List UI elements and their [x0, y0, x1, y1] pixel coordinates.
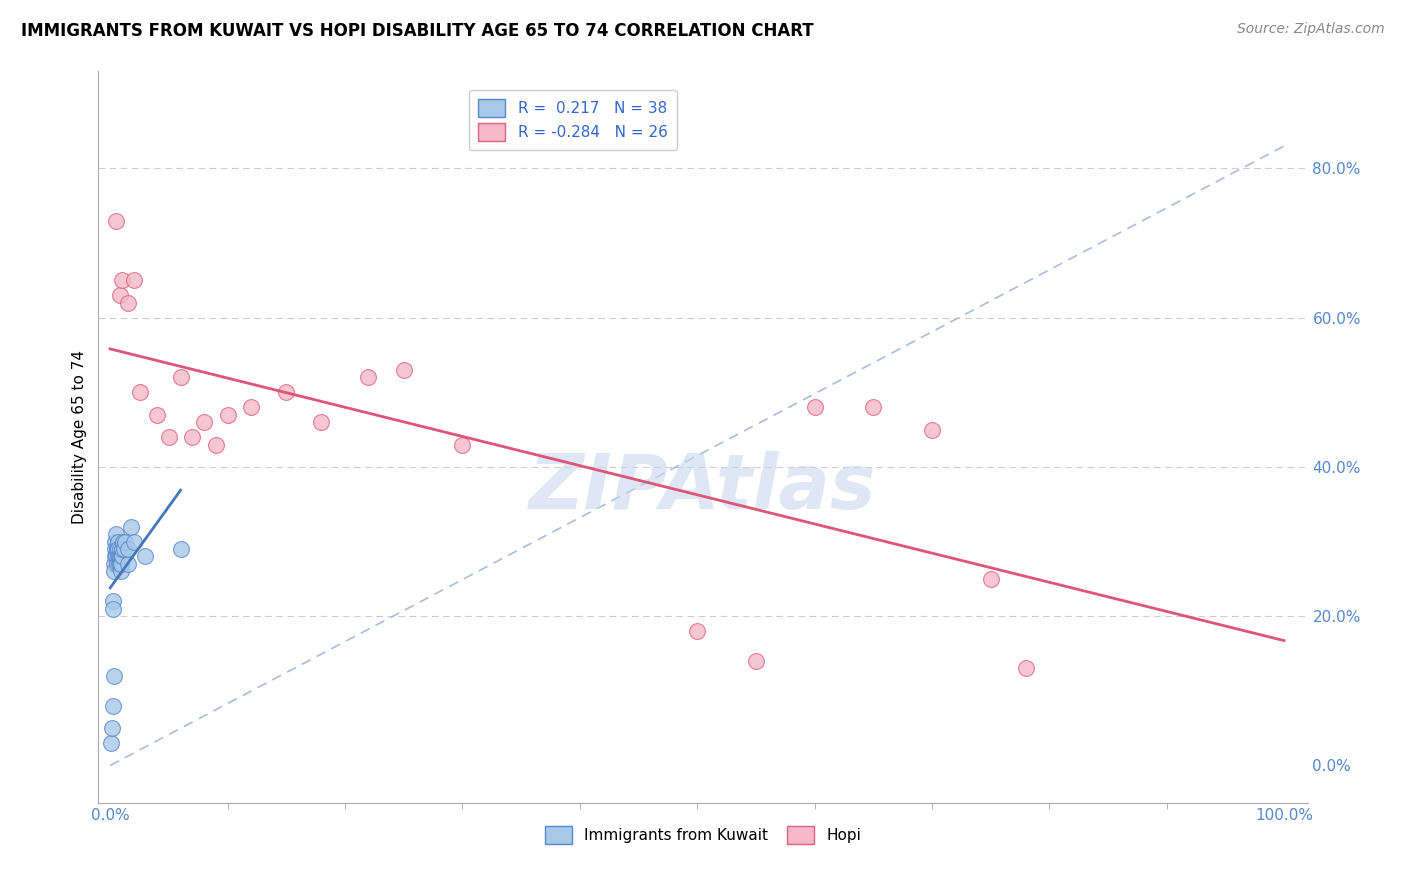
Point — [105, 527, 128, 541]
Point — [146, 408, 169, 422]
Point — [117, 557, 139, 571]
Point — [105, 542, 128, 557]
Point — [105, 213, 128, 227]
Point — [114, 534, 136, 549]
Point — [128, 385, 150, 400]
Point — [122, 273, 145, 287]
Point — [101, 698, 124, 713]
Point — [311, 415, 333, 429]
Point — [111, 542, 134, 557]
Point — [451, 437, 474, 451]
Point — [686, 624, 709, 639]
Point — [169, 370, 191, 384]
Point — [110, 549, 132, 564]
Text: IMMIGRANTS FROM KUWAIT VS HOPI DISABILITY AGE 65 TO 74 CORRELATION CHART: IMMIGRANTS FROM KUWAIT VS HOPI DISABILIT… — [21, 22, 814, 40]
Point — [103, 669, 125, 683]
Point — [108, 542, 131, 557]
Point — [240, 401, 263, 415]
Point — [100, 736, 122, 750]
Point — [181, 430, 204, 444]
Point — [169, 542, 191, 557]
Point — [104, 542, 127, 557]
Point — [108, 549, 131, 564]
Legend: Immigrants from Kuwait, Hopi: Immigrants from Kuwait, Hopi — [538, 820, 868, 850]
Point — [134, 549, 156, 564]
Point — [392, 363, 415, 377]
Point — [101, 601, 124, 615]
Point — [921, 423, 943, 437]
Point — [120, 519, 142, 533]
Point — [108, 549, 131, 564]
Point — [107, 534, 129, 549]
Text: ZIPAtlas: ZIPAtlas — [529, 451, 877, 525]
Point — [745, 654, 768, 668]
Point — [112, 542, 135, 557]
Point — [105, 549, 128, 564]
Point — [101, 721, 124, 735]
Point — [1015, 661, 1038, 675]
Point — [107, 542, 129, 557]
Point — [110, 557, 132, 571]
Point — [193, 415, 215, 429]
Point — [357, 370, 380, 384]
Point — [101, 594, 124, 608]
Point — [103, 565, 125, 579]
Point — [117, 542, 139, 557]
Point — [104, 549, 127, 564]
Point — [217, 408, 239, 422]
Point — [110, 565, 132, 579]
Point — [980, 572, 1002, 586]
Text: Source: ZipAtlas.com: Source: ZipAtlas.com — [1237, 22, 1385, 37]
Point — [862, 401, 884, 415]
Point — [107, 549, 129, 564]
Point — [803, 401, 825, 415]
Point — [122, 534, 145, 549]
Point — [157, 430, 180, 444]
Point — [111, 273, 134, 287]
Point — [104, 534, 127, 549]
Point — [105, 542, 128, 557]
Point — [105, 557, 128, 571]
Point — [276, 385, 298, 400]
Point — [103, 557, 125, 571]
Point — [204, 437, 226, 451]
Point — [108, 288, 131, 302]
Point — [108, 557, 131, 571]
Point — [111, 549, 134, 564]
Point — [112, 534, 135, 549]
Y-axis label: Disability Age 65 to 74: Disability Age 65 to 74 — [72, 350, 87, 524]
Point — [108, 557, 131, 571]
Point — [117, 295, 139, 310]
